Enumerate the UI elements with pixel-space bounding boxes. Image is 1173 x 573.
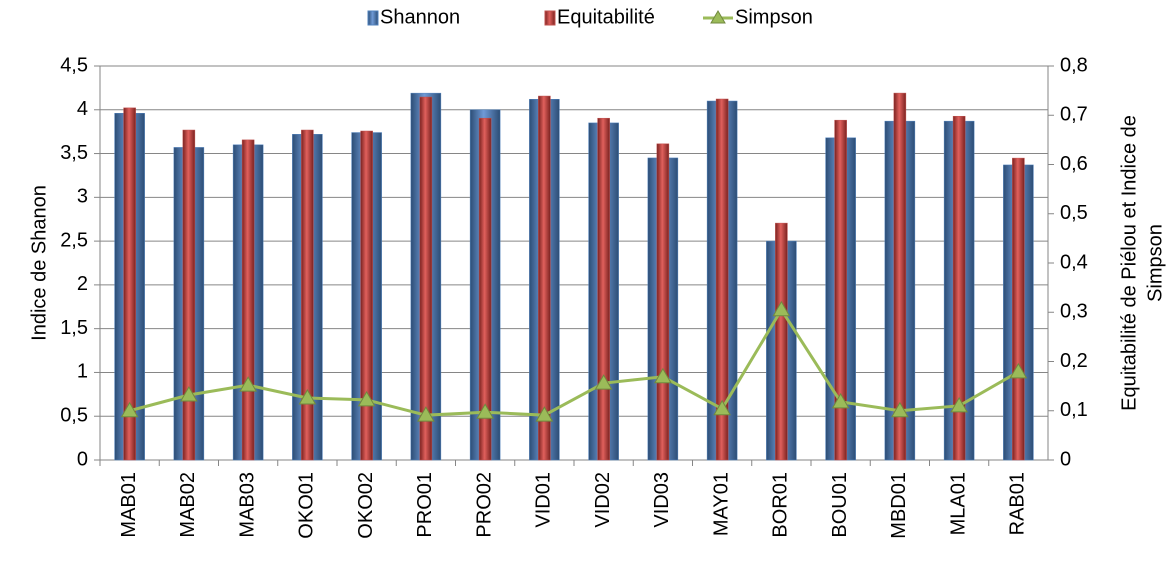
- bar: [182, 129, 196, 461]
- x-tick-label: MAY01: [710, 472, 732, 536]
- bar: [478, 117, 492, 461]
- y2-axis-label: Equitabilité de Piélou et Indice de: [1118, 115, 1140, 411]
- legend-label: Equitabilité: [557, 6, 655, 28]
- x-tick-label: VID01: [533, 472, 555, 528]
- x-tick-label: MAB02: [177, 472, 199, 538]
- bar: [893, 92, 907, 461]
- marker: [831, 392, 850, 409]
- y-tick-label: 1,5: [60, 317, 88, 339]
- y-tick-label: 3,5: [60, 142, 88, 164]
- y-tick-label: 1: [77, 361, 88, 383]
- marker: [357, 390, 376, 407]
- legend-swatch: [544, 10, 556, 26]
- y-axis-label: Indice de Shanon: [28, 185, 50, 341]
- bar: [775, 222, 788, 461]
- bar: [301, 129, 314, 461]
- bar: [538, 95, 551, 461]
- y2-tick-label: 0,8: [1060, 54, 1088, 76]
- bar: [656, 143, 670, 461]
- marker: [476, 403, 494, 419]
- legend-swatch: [367, 10, 379, 26]
- x-tick-label: MAB03: [236, 472, 258, 538]
- x-tick-label: PRO01: [414, 472, 436, 538]
- y-tick-label: 0: [77, 448, 88, 470]
- marker: [594, 374, 613, 390]
- marker: [1009, 362, 1028, 379]
- x-tick-label: RAB01: [1007, 472, 1029, 535]
- y2-tick-label: 0: [1060, 448, 1071, 470]
- bar: [715, 98, 729, 461]
- bar: [952, 115, 966, 461]
- bar: [419, 96, 433, 461]
- bar: [1012, 157, 1025, 461]
- line: [129, 306, 1020, 417]
- x-tick-label: BOU01: [829, 472, 851, 538]
- bar: [123, 107, 136, 461]
- x-tick-label: MLA01: [947, 472, 969, 535]
- y-tick-label: 4,5: [60, 54, 88, 76]
- marker: [713, 399, 731, 416]
- bar: [597, 117, 610, 461]
- y-tick-label: 0,5: [60, 405, 88, 427]
- x-tick-label: BOR01: [770, 472, 792, 538]
- marker: [239, 376, 257, 392]
- x-tick-label: PRO02: [473, 472, 495, 538]
- x-tick-label: VID02: [592, 472, 614, 528]
- y2-tick-label: 0,5: [1060, 202, 1088, 224]
- y2-tick-label: 0,1: [1060, 399, 1088, 421]
- marker: [120, 401, 139, 418]
- y2-tick-label: 0,6: [1060, 153, 1088, 175]
- bar: [241, 139, 255, 461]
- y2-tick-label: 0,2: [1060, 350, 1088, 372]
- x-tick-label: OKO01: [296, 472, 318, 539]
- marker: [180, 385, 198, 402]
- marker: [654, 367, 672, 384]
- legend-label: Shannon: [380, 6, 460, 28]
- y-tick-label: 2: [77, 273, 88, 295]
- y2-tick-label: 0,4: [1060, 251, 1088, 273]
- marker: [298, 388, 317, 405]
- x-tick-label: MBD01: [888, 472, 910, 539]
- bar: [834, 119, 847, 461]
- marker: [772, 300, 791, 317]
- y2-tick-label: 0,3: [1060, 301, 1088, 323]
- x-tick-label: VID03: [651, 472, 673, 528]
- y-tick-label: 2,5: [60, 229, 88, 251]
- y2-axis-label: Simpson: [1144, 224, 1166, 302]
- y2-tick-label: 0,7: [1060, 104, 1088, 126]
- marker: [535, 406, 554, 422]
- bar: [360, 130, 373, 461]
- y-tick-label: 3: [77, 186, 88, 208]
- marker: [950, 396, 968, 413]
- marker: [891, 401, 909, 418]
- x-tick-label: OKO02: [355, 472, 377, 539]
- y-tick-label: 4: [77, 98, 88, 120]
- marker: [417, 406, 435, 422]
- x-tick-label: MAB01: [118, 472, 140, 538]
- legend-swatch: [710, 10, 726, 24]
- legend-label: Simpson: [735, 6, 813, 28]
